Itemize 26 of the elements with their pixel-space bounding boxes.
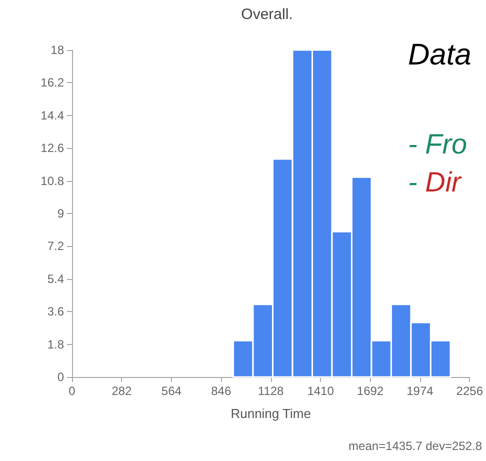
y-tick-label: 12.6 <box>40 141 64 156</box>
y-tick-label: 0 <box>57 370 64 384</box>
y-tick-label: 14.4 <box>40 108 64 122</box>
x-tick-label: 1128 <box>258 384 284 398</box>
y-tick-label: 7.2 <box>47 239 64 254</box>
y-tick-label: 1.8 <box>47 337 64 352</box>
x-tick-label: 846 <box>211 384 232 398</box>
y-tick-label: 9 <box>57 206 64 220</box>
y-tick-label: 16.2 <box>40 76 64 90</box>
x-tick-label: 1692 <box>356 384 384 398</box>
y-tick-label: 5.4 <box>47 272 64 286</box>
x-tick-label: 282 <box>112 384 132 398</box>
annotation: Data <box>408 38 472 72</box>
x-tick-label: 564 <box>161 384 182 398</box>
y-tick-label: 10.8 <box>40 174 64 188</box>
annotation: - Fro <box>408 128 468 160</box>
x-tick-label: 1974 <box>406 384 434 398</box>
y-tick-label: 18 <box>50 43 64 57</box>
x-tick-label: 2256 <box>456 384 484 398</box>
x-tick-label: 1410 <box>307 384 334 398</box>
y-tick-label: 3.6 <box>47 304 64 319</box>
annotation: - Dir <box>408 166 463 198</box>
chart-title: Overall. <box>241 6 293 23</box>
x-tick-label: 0 <box>68 384 76 398</box>
x-axis-title: Running Time <box>230 406 311 421</box>
text: mean=1435.7 dev=252.8 <box>348 439 482 453</box>
